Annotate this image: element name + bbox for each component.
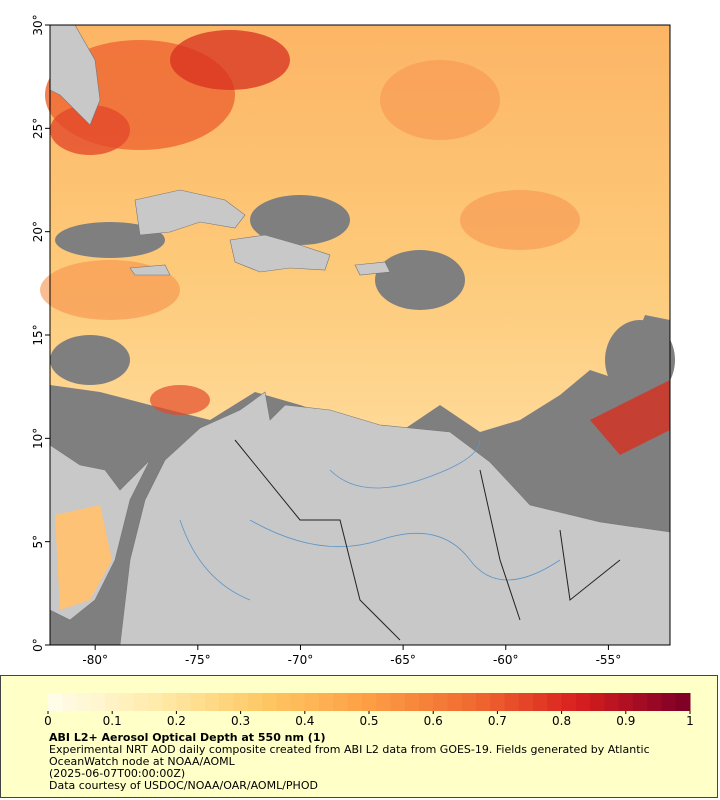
caption-line: Data courtesy of USDOC/NOAA/OAR/AOML/PHO… [49, 779, 318, 792]
colorbar-swatch [418, 693, 434, 711]
colorbar-swatch [319, 693, 334, 711]
colorbar-swatch [262, 693, 277, 711]
legend-title: ABI L2+ Aerosol Optical Depth at 550 nm … [49, 731, 326, 744]
aerosol-plume [590, 380, 670, 455]
colorbar-swatch [133, 693, 149, 711]
axis-ticks: -80° -75° -70° -65° -60° -55° 0° 5° 10° 15° 20° 25°… [31, 14, 621, 667]
colorbar-swatch [76, 693, 92, 711]
y-tick-label: 30° [31, 14, 45, 35]
colorbar-swatch [604, 693, 620, 711]
colorbar-swatch [219, 693, 234, 711]
caption-line: Experimental NRT AOD daily composite cre… [49, 743, 650, 756]
colorbar-swatch [476, 693, 491, 711]
x-tick-label: -60° [493, 653, 519, 667]
colorbar-swatch [333, 693, 349, 711]
colorbar-swatch [504, 693, 520, 711]
x-tick-label: -70° [288, 653, 314, 667]
colorbar-swatch [675, 693, 691, 711]
colorbar-swatch [147, 693, 163, 711]
y-tick-label: 5° [31, 535, 45, 549]
x-tick-label: -75° [185, 653, 211, 667]
colorbar-tick-label: 0.6 [424, 714, 443, 726]
colorbar-tick-label: 0.5 [359, 714, 378, 726]
colorbar-swatch [190, 693, 206, 711]
land [49, 24, 671, 646]
colorbar-tick-label: 0.2 [167, 714, 186, 726]
colorbar-swatch [247, 693, 263, 711]
colorbar-swatch [647, 693, 662, 711]
colorbar-swatch [176, 693, 192, 711]
colorbar-swatch [276, 693, 292, 711]
colorbar-swatch [48, 693, 63, 711]
colorbar-tick-label: 0 [44, 714, 52, 726]
x-tick-label: -80° [82, 653, 108, 667]
y-tick-label: 15° [31, 324, 45, 345]
colorbar-swatch [461, 693, 477, 711]
colorbar-tick-label: 0.8 [552, 714, 571, 726]
colorbar-swatch [62, 693, 78, 711]
colorbar-swatch [561, 693, 577, 711]
colorbar-tick-label: 1 [686, 714, 694, 726]
y-tick-label: 25° [31, 118, 45, 139]
x-tick-label: -65° [390, 653, 416, 667]
colorbar-swatch [105, 693, 120, 711]
colorbar-tick-label: 0.1 [103, 714, 122, 726]
colorbar-swatch [590, 693, 605, 711]
colorbar-tick-label: 0.9 [616, 714, 635, 726]
colorbar-swatch [447, 693, 463, 711]
colorbar: 0 0.1 0.2 0.3 0.4 0.5 0.6 0.7 0.8 0.9 1 [44, 693, 694, 726]
colorbar-swatch [361, 693, 377, 711]
y-tick-label: 0° [31, 638, 45, 652]
y-tick-label: 10° [31, 428, 45, 449]
map: -80° -75° -70° -65° -60° -55° 0° 5° 10° 15° 20° 25°… [31, 14, 675, 667]
colorbar-tick-label: 0.4 [295, 714, 314, 726]
colorbar-swatch [547, 693, 563, 711]
colorbar-swatch [661, 693, 677, 711]
caption-line: (2025-06-07T00:00:00Z) [49, 767, 186, 780]
colorbar-swatch [433, 693, 448, 711]
colorbar-swatch [632, 693, 648, 711]
x-tick-label: -55° [596, 653, 622, 667]
colorbar-swatch [404, 693, 420, 711]
colorbar-swatch [290, 693, 306, 711]
colorbar-swatch [162, 693, 177, 711]
colorbar-swatch [347, 693, 363, 711]
y-tick-label: 20° [31, 221, 45, 242]
aerosol-pacific [55, 505, 112, 610]
colorbar-tick-label: 0.3 [231, 714, 250, 726]
colorbar-swatch [533, 693, 548, 711]
legend-panel: 0 0.1 0.2 0.3 0.4 0.5 0.6 0.7 0.8 0.9 1 ABI L2+ Ae… [0, 675, 718, 798]
borders [234, 439, 621, 641]
colorbar-swatch [490, 693, 506, 711]
colorbar-swatch [518, 693, 534, 711]
colorbar-swatch [304, 693, 320, 711]
colorbar-tick-label: 0.7 [488, 714, 507, 726]
no-data-gaps [50, 195, 675, 530]
colorbar-swatch [390, 693, 406, 711]
colorbar-swatch [575, 693, 591, 711]
colorbar-swatch [233, 693, 249, 711]
colorbar-swatch [204, 693, 220, 711]
colorbar-swatch [376, 693, 391, 711]
colorbar-swatch [618, 693, 634, 711]
colorbar-swatch [119, 693, 135, 711]
colorbar-swatch [90, 693, 106, 711]
caption-line: OceanWatch node at NOAA/AOML [49, 755, 235, 768]
